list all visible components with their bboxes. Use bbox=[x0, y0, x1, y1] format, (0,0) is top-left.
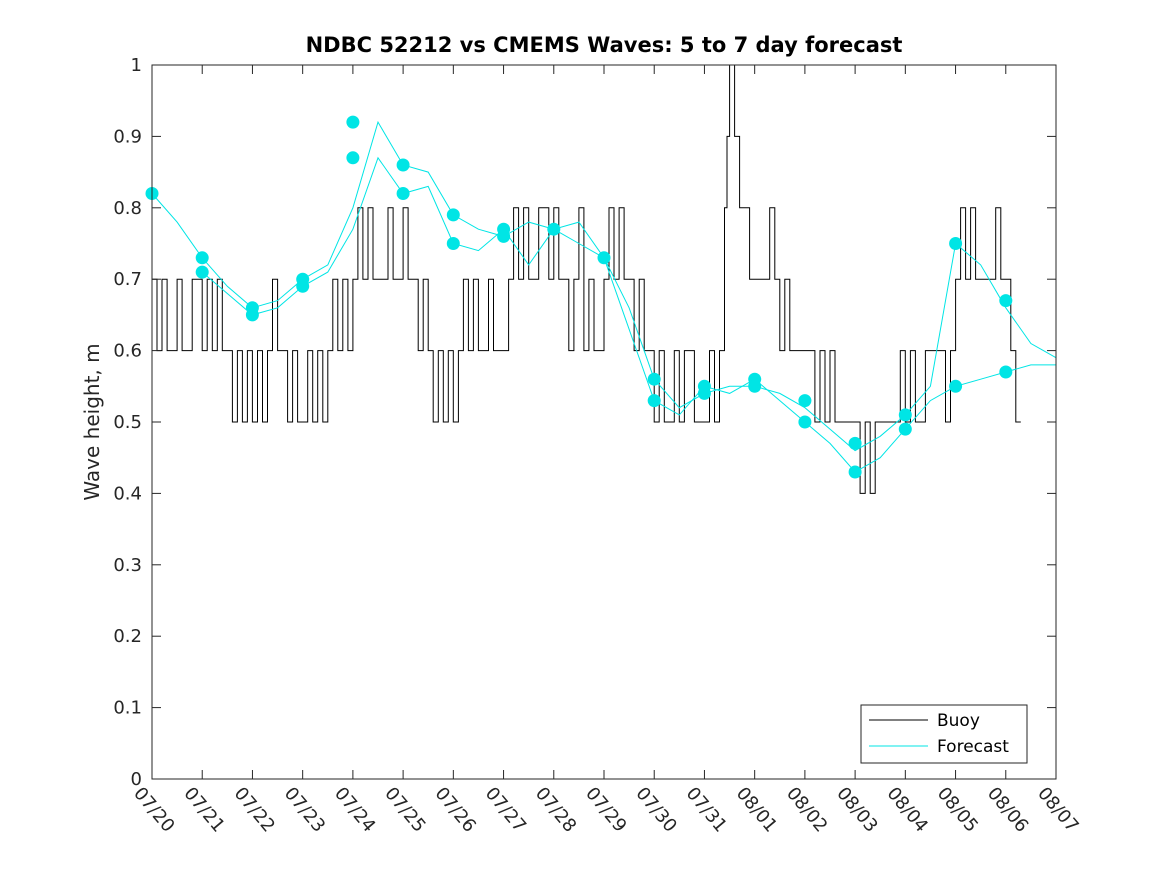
forecast-marker bbox=[346, 115, 360, 129]
forecast-marker bbox=[647, 394, 661, 408]
forecast-marker bbox=[497, 229, 511, 243]
x-tick-label: 08/05 bbox=[933, 783, 982, 836]
x-tick-label: 08/07 bbox=[1033, 783, 1082, 836]
forecast-marker bbox=[949, 379, 963, 393]
forecast-marker bbox=[798, 415, 812, 429]
y-tick-label: 1 bbox=[131, 55, 142, 76]
legend: Buoy Forecast bbox=[860, 704, 1028, 764]
forecast-marker bbox=[898, 422, 912, 436]
x-tick-label: 08/01 bbox=[732, 783, 781, 836]
marker-layer bbox=[145, 115, 1013, 479]
y-tick-label: 0.5 bbox=[113, 412, 142, 433]
forecast-marker bbox=[446, 237, 460, 250]
x-tick-label: 07/29 bbox=[581, 783, 630, 836]
forecast-marker bbox=[999, 294, 1013, 308]
forecast-marker bbox=[898, 408, 912, 422]
x-tick-label: 07/28 bbox=[531, 783, 580, 836]
x-tick-label: 07/25 bbox=[380, 783, 429, 836]
x-tick-label: 07/24 bbox=[330, 783, 379, 836]
forecast-marker bbox=[848, 436, 862, 450]
y-tick-label: 0 bbox=[131, 769, 142, 790]
x-tick-label: 07/23 bbox=[280, 783, 329, 836]
y-tick-label: 0.7 bbox=[113, 269, 142, 290]
forecast-marker bbox=[748, 379, 762, 393]
forecast-marker bbox=[848, 465, 862, 479]
forecast-marker bbox=[245, 308, 259, 322]
y-tick-label: 0.8 bbox=[113, 198, 142, 219]
forecast-marker bbox=[547, 222, 561, 236]
forecast-marker bbox=[949, 237, 963, 250]
forecast-marker bbox=[597, 251, 611, 265]
x-tick-label: 07/26 bbox=[431, 783, 480, 836]
x-tick-label: 07/31 bbox=[682, 783, 731, 836]
y-tick-label: 0.2 bbox=[113, 626, 142, 647]
x-tick-label: 08/06 bbox=[983, 783, 1032, 836]
x-tick-label: 07/20 bbox=[129, 783, 178, 836]
x-tick-label: 07/30 bbox=[631, 783, 680, 836]
y-tick-label: 0.4 bbox=[113, 483, 142, 504]
x-tick-label: 07/21 bbox=[179, 783, 228, 836]
x-tick-label: 08/03 bbox=[832, 783, 881, 836]
forecast-marker bbox=[647, 372, 661, 386]
x-tick-label: 08/04 bbox=[883, 783, 932, 836]
forecast-marker bbox=[999, 365, 1013, 379]
legend-forecast-label: Forecast bbox=[937, 737, 1009, 757]
forecast-marker bbox=[195, 251, 209, 265]
series-line-buoy bbox=[152, 64, 1021, 494]
y-tick-label: 0.6 bbox=[113, 341, 142, 362]
legend-buoy-label: Buoy bbox=[937, 711, 980, 731]
forecast-marker bbox=[446, 208, 460, 222]
y-axis-label: Wave height, m bbox=[80, 343, 104, 500]
x-tick-label: 07/22 bbox=[230, 783, 279, 836]
y-tick-label: 0.9 bbox=[113, 126, 142, 147]
x-tick-label: 07/27 bbox=[481, 783, 530, 836]
forecast-marker bbox=[195, 265, 209, 279]
forecast-marker bbox=[346, 151, 360, 165]
forecast-marker bbox=[697, 386, 711, 400]
y-tick-label: 0.3 bbox=[113, 555, 142, 576]
x-tick-label: 08/02 bbox=[782, 783, 831, 836]
y-tick-label: 0.1 bbox=[113, 698, 142, 719]
series-line-forecast bbox=[201, 156, 1056, 473]
forecast-marker bbox=[798, 394, 812, 408]
legend-box bbox=[860, 704, 1028, 764]
chart-title: NDBC 52212 vs CMEMS Waves: 5 to 7 day fo… bbox=[306, 33, 903, 57]
forecast-marker bbox=[396, 158, 410, 172]
forecast-marker bbox=[396, 187, 410, 200]
forecast-marker bbox=[296, 279, 310, 293]
